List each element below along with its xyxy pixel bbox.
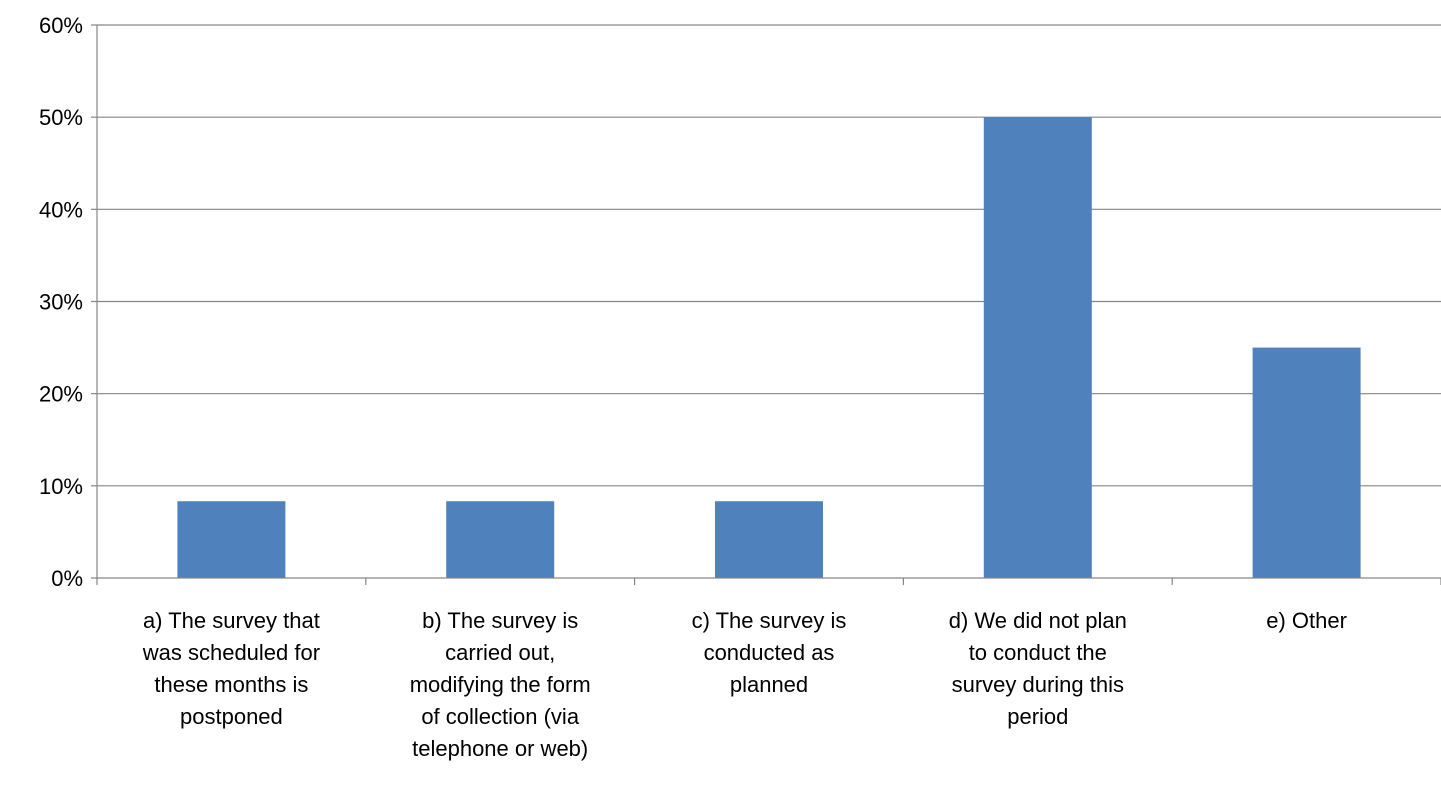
- x-category-label-line: telephone or web): [412, 736, 588, 761]
- y-tick-label: 0%: [51, 566, 83, 591]
- bar: [1252, 347, 1361, 578]
- y-tick-label: 60%: [39, 13, 83, 38]
- y-tick-label: 20%: [39, 382, 83, 407]
- x-category-label-line: c) The survey is: [692, 608, 847, 633]
- x-category-label-line: to conduct the: [969, 640, 1107, 665]
- x-category-label-line: a) The survey that: [143, 608, 320, 633]
- x-category-label-line: of collection (via: [421, 704, 580, 729]
- x-category-label-line: planned: [730, 672, 808, 697]
- x-category-label-line: conducted as: [704, 640, 835, 665]
- x-category-label: b) The survey is carried out, modifying th…: [410, 608, 591, 761]
- x-category-label-line: period: [1007, 704, 1068, 729]
- y-tick-label: 10%: [39, 474, 83, 499]
- bar: [983, 117, 1092, 579]
- x-category-label: e) Other: [1266, 608, 1347, 633]
- x-axis-category-labels: a) The survey that was scheduled for these…: [142, 608, 1347, 761]
- y-tick-label: 40%: [39, 197, 83, 222]
- x-category-label-line: e) Other: [1266, 608, 1347, 633]
- y-axis-tick-labels: 0% 10% 20% 30% 40% 50% 60%: [39, 13, 83, 591]
- bars: [177, 117, 1361, 579]
- y-tick-label: 50%: [39, 105, 83, 130]
- x-category-label-line: postponed: [180, 704, 283, 729]
- x-category-label-line: b) The survey is: [422, 608, 578, 633]
- bar: [715, 501, 823, 578]
- x-category-label: a) The survey that was scheduled for these…: [142, 608, 320, 729]
- y-tick-label: 30%: [39, 290, 83, 315]
- axes: [91, 24, 1441, 585]
- bar: [446, 501, 555, 578]
- x-category-label: d) We did not plan to conduct the survey d…: [949, 608, 1127, 729]
- x-category-label-line: survey during this: [952, 672, 1124, 697]
- x-category-label-line: d) We did not plan: [949, 608, 1127, 633]
- gridlines: [97, 24, 1441, 487]
- x-category-label-line: carried out,: [445, 640, 555, 665]
- bar: [177, 501, 286, 578]
- x-category-label-line: these months is: [154, 672, 308, 697]
- x-category-label-line: was scheduled for: [142, 640, 320, 665]
- x-category-label-line: modifying the form: [410, 672, 591, 697]
- x-category-label: c) The survey is conducted as planned: [692, 608, 847, 697]
